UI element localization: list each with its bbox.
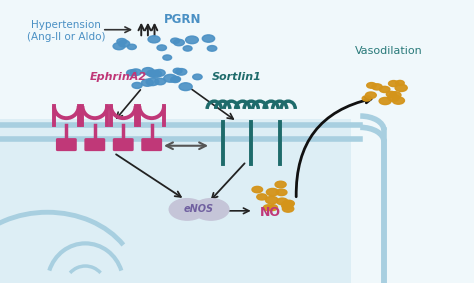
Circle shape xyxy=(179,83,192,91)
Circle shape xyxy=(202,35,215,42)
Circle shape xyxy=(268,205,277,211)
Circle shape xyxy=(186,36,199,44)
Circle shape xyxy=(176,68,187,75)
FancyBboxPatch shape xyxy=(141,138,162,151)
Circle shape xyxy=(142,68,154,75)
Circle shape xyxy=(127,70,137,76)
Circle shape xyxy=(282,203,293,209)
Text: NO: NO xyxy=(260,206,281,219)
Circle shape xyxy=(147,70,158,77)
Circle shape xyxy=(396,80,404,85)
Circle shape xyxy=(390,92,401,98)
Circle shape xyxy=(283,200,294,207)
Circle shape xyxy=(164,74,177,82)
Text: PGRN: PGRN xyxy=(164,13,201,26)
Circle shape xyxy=(128,44,137,50)
FancyBboxPatch shape xyxy=(56,138,77,151)
FancyBboxPatch shape xyxy=(113,138,134,151)
Circle shape xyxy=(171,38,180,44)
Circle shape xyxy=(257,194,267,200)
Text: eNOS: eNOS xyxy=(184,204,214,215)
Circle shape xyxy=(365,92,376,98)
Circle shape xyxy=(173,68,182,74)
Circle shape xyxy=(157,45,166,51)
Circle shape xyxy=(386,91,396,97)
Circle shape xyxy=(163,55,172,60)
Circle shape xyxy=(155,78,166,85)
Circle shape xyxy=(118,40,130,47)
Circle shape xyxy=(132,82,142,88)
FancyBboxPatch shape xyxy=(351,119,474,283)
Circle shape xyxy=(149,70,162,78)
Circle shape xyxy=(172,76,181,82)
Circle shape xyxy=(379,97,391,105)
Circle shape xyxy=(173,39,184,46)
Circle shape xyxy=(389,81,399,87)
Circle shape xyxy=(276,189,287,196)
Circle shape xyxy=(146,78,159,85)
Text: Sortlin1: Sortlin1 xyxy=(212,72,262,82)
Circle shape xyxy=(117,38,127,44)
Circle shape xyxy=(193,74,202,80)
Circle shape xyxy=(154,70,165,76)
Circle shape xyxy=(277,198,288,205)
Circle shape xyxy=(282,201,292,207)
Circle shape xyxy=(252,186,263,193)
Circle shape xyxy=(148,36,160,43)
Circle shape xyxy=(171,77,180,83)
Circle shape xyxy=(395,84,407,91)
Circle shape xyxy=(130,69,141,76)
Text: Hypertension
(Ang-II or Aldo): Hypertension (Ang-II or Aldo) xyxy=(27,20,106,42)
Circle shape xyxy=(362,96,371,101)
Text: Vasodilation: Vasodilation xyxy=(355,46,422,56)
Circle shape xyxy=(183,46,192,51)
Circle shape xyxy=(264,205,273,211)
Circle shape xyxy=(113,43,125,50)
Circle shape xyxy=(193,199,229,220)
Circle shape xyxy=(207,46,217,51)
Circle shape xyxy=(265,196,278,204)
Circle shape xyxy=(380,86,390,93)
FancyBboxPatch shape xyxy=(84,138,105,151)
Circle shape xyxy=(388,95,399,101)
Circle shape xyxy=(392,97,404,104)
Circle shape xyxy=(367,83,376,88)
Circle shape xyxy=(169,199,205,220)
Text: EphrinA2: EphrinA2 xyxy=(90,72,147,82)
FancyBboxPatch shape xyxy=(0,119,370,283)
Circle shape xyxy=(283,205,294,212)
Circle shape xyxy=(275,181,286,188)
Circle shape xyxy=(372,84,382,90)
Circle shape xyxy=(266,188,279,196)
Circle shape xyxy=(142,79,153,86)
